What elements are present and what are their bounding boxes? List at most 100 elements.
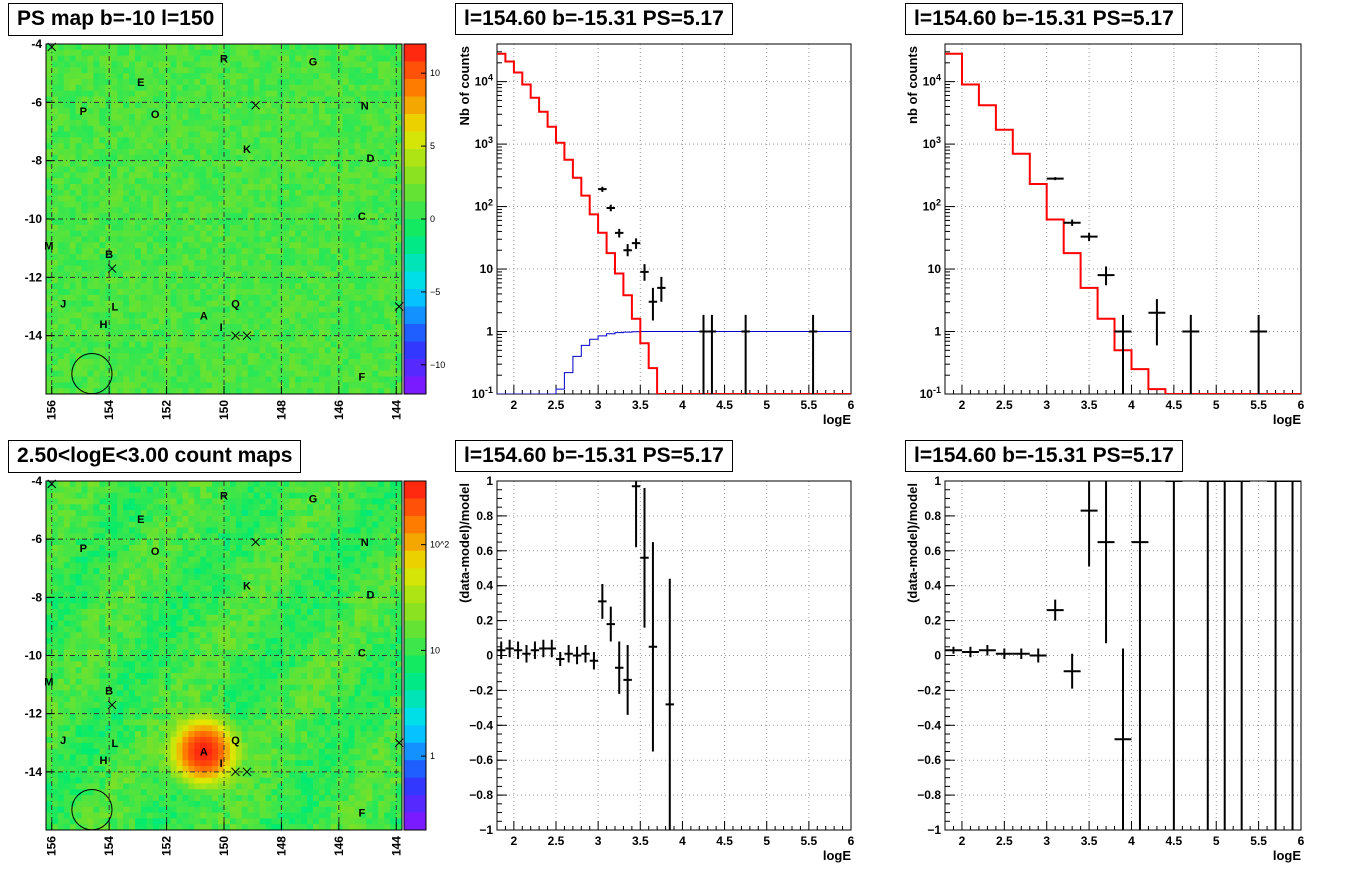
map-pixel xyxy=(324,61,332,68)
map-pixel xyxy=(87,800,94,808)
map-pixel xyxy=(146,294,154,302)
map-pixel xyxy=(354,201,361,208)
map-pixel xyxy=(135,207,142,214)
map-pixel xyxy=(176,96,183,103)
map-pixel xyxy=(218,224,225,232)
map-pixel xyxy=(123,492,130,499)
map-pixel xyxy=(111,271,118,278)
map-pixel xyxy=(111,597,118,604)
map-pixel xyxy=(360,329,367,337)
map-pixel xyxy=(75,614,82,621)
map-pixel xyxy=(117,742,124,749)
map-pixel xyxy=(259,201,266,208)
map-pixel xyxy=(57,224,65,232)
map-pixel xyxy=(105,370,112,377)
map-pixel xyxy=(129,731,136,738)
map-pixel xyxy=(366,166,373,173)
map-pixel xyxy=(188,306,195,313)
map-pixel xyxy=(324,131,332,138)
map-pixel xyxy=(152,341,160,348)
map-pixel xyxy=(93,597,100,604)
map-pixel xyxy=(164,207,171,214)
map-pixel xyxy=(283,195,290,202)
source-label: N xyxy=(361,100,369,112)
map-pixel xyxy=(176,84,183,92)
map-pixel xyxy=(396,283,403,290)
map-pixel xyxy=(366,277,373,284)
map-pixel xyxy=(81,684,88,691)
map-pixel xyxy=(194,259,201,267)
map-pixel xyxy=(69,178,77,185)
map-pixel xyxy=(63,510,71,517)
map-pixel xyxy=(372,329,379,337)
map-pixel xyxy=(123,49,130,57)
map-pixel xyxy=(360,73,367,80)
map-pixel xyxy=(129,736,136,744)
map-pixel xyxy=(123,533,130,540)
map-pixel xyxy=(75,277,82,284)
map-pixel xyxy=(57,230,65,237)
map-pixel xyxy=(194,370,201,377)
map-pixel xyxy=(135,224,142,232)
map-pixel xyxy=(194,329,201,337)
map-pixel xyxy=(75,236,82,243)
map-pixel xyxy=(51,667,59,674)
map-pixel xyxy=(93,591,100,598)
map-pixel xyxy=(123,795,130,802)
map-pixel xyxy=(354,359,361,366)
map-pixel xyxy=(63,341,71,348)
map-pixel xyxy=(218,90,225,97)
map-pixel xyxy=(259,114,266,121)
data-point xyxy=(1114,314,1132,394)
map-pixel xyxy=(182,96,189,103)
map-pixel xyxy=(93,777,100,784)
map-pixel xyxy=(188,49,195,57)
map-pixel xyxy=(75,707,82,715)
map-pixel xyxy=(93,102,100,109)
map-pixel xyxy=(93,707,100,715)
color-bar-cell xyxy=(404,184,426,202)
map-pixel xyxy=(336,359,344,366)
map-pixel xyxy=(105,643,112,651)
map-pixel xyxy=(152,61,160,68)
map-pixel xyxy=(218,160,225,167)
map-pixel xyxy=(140,300,148,307)
map-pixel xyxy=(212,61,219,68)
map-pixel xyxy=(235,300,243,307)
map-pixel xyxy=(63,771,71,779)
map-pixel xyxy=(330,265,338,272)
map-pixel xyxy=(324,73,332,80)
map-pixel xyxy=(271,114,278,121)
map-pixel xyxy=(123,585,130,592)
map-pixel xyxy=(318,353,326,360)
map-pixel xyxy=(301,306,308,313)
map-pixel xyxy=(313,108,320,115)
map-pixel xyxy=(241,79,249,86)
map-pixel xyxy=(229,189,237,197)
map-pixel xyxy=(200,201,207,208)
map-pixel xyxy=(295,195,302,202)
map-pixel xyxy=(218,195,225,202)
map-pixel xyxy=(46,719,53,726)
map-pixel xyxy=(313,207,320,214)
map-pixel xyxy=(140,254,148,261)
map-pixel xyxy=(384,364,391,372)
map-pixel xyxy=(218,108,225,115)
map-pixel xyxy=(295,96,302,103)
map-pixel xyxy=(277,125,284,132)
map-pixel xyxy=(390,219,397,226)
map-pixel xyxy=(75,748,82,755)
map-pixel xyxy=(224,364,231,372)
map-pixel xyxy=(247,230,255,237)
map-pixel xyxy=(247,219,255,226)
map-pixel xyxy=(69,550,77,558)
map-pixel xyxy=(152,364,160,372)
map-pixel xyxy=(87,178,94,185)
map-pixel xyxy=(99,585,106,592)
map-pixel xyxy=(140,597,148,604)
map-pixel xyxy=(63,498,71,505)
map-pixel xyxy=(164,166,171,173)
map-pixel xyxy=(105,620,112,627)
map-pixel xyxy=(188,312,195,319)
map-pixel xyxy=(123,800,130,808)
